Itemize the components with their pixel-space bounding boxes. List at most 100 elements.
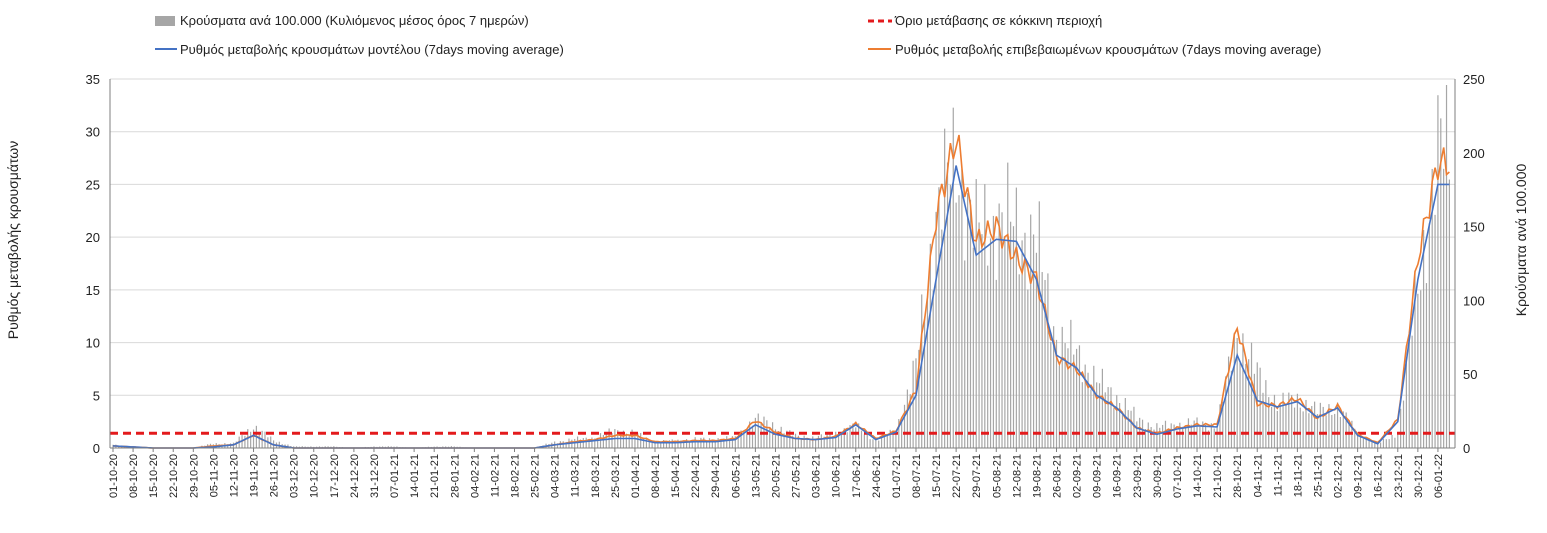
bar — [786, 430, 788, 448]
bar — [677, 439, 679, 448]
bar — [660, 442, 662, 448]
x-tick-label: 07-10-21 — [1172, 454, 1184, 498]
bar — [1110, 387, 1112, 448]
x-tick-label: 28-10-21 — [1232, 454, 1244, 498]
bar — [1227, 356, 1230, 448]
bar — [703, 437, 705, 448]
x-tick-label: 17-12-20 — [329, 454, 341, 498]
legend-confirmed-label: Ρυθμός μεταβολής επιβεβαιωμένων κρουσμάτ… — [895, 42, 1321, 57]
bar — [645, 437, 648, 448]
bar — [278, 441, 280, 448]
bar — [889, 429, 891, 448]
bar — [1388, 439, 1390, 448]
bar — [1144, 429, 1147, 448]
bar — [597, 438, 599, 448]
bar — [809, 438, 811, 448]
bar — [958, 195, 960, 448]
bar — [794, 433, 797, 448]
bar — [1127, 410, 1129, 448]
bar — [1064, 343, 1066, 448]
bar — [588, 440, 590, 448]
bar — [1167, 428, 1169, 448]
bar — [637, 433, 639, 448]
bar — [906, 389, 908, 448]
x-tick-label: 05-08-21 — [991, 454, 1003, 498]
bar — [1130, 410, 1132, 448]
bar — [835, 431, 837, 448]
x-tick-label: 23-09-21 — [1132, 454, 1144, 498]
bar — [1236, 337, 1238, 448]
bar — [605, 432, 607, 448]
x-tick-label: 13-05-21 — [750, 454, 762, 498]
bar — [829, 434, 831, 448]
bar — [1440, 118, 1442, 448]
bar — [1405, 357, 1407, 448]
bar — [1437, 95, 1439, 449]
bar — [1067, 348, 1069, 448]
x-tick-label: 11-11-21 — [1272, 454, 1284, 496]
bar — [708, 438, 711, 448]
bar — [1118, 402, 1121, 448]
x-tick-label: 29-10-20 — [188, 454, 200, 498]
bar — [929, 243, 931, 448]
bar — [880, 435, 883, 448]
bar — [1402, 400, 1405, 448]
right-y-axis-title: Κρούσματα ανά 100.000 — [1513, 164, 1529, 317]
bar — [967, 193, 969, 448]
bar — [1050, 341, 1052, 448]
bar — [1205, 424, 1207, 448]
bar — [1377, 442, 1379, 448]
x-tick-label: 18-11-21 — [1292, 454, 1304, 497]
x-tick-label: 23-12-21 — [1393, 454, 1405, 498]
bar — [1196, 417, 1198, 448]
bar — [860, 430, 863, 448]
bar — [946, 162, 949, 448]
gridlines — [110, 78, 1455, 449]
bar — [1408, 334, 1410, 448]
bar — [591, 437, 593, 448]
bar — [1328, 404, 1330, 448]
right-y-tick-label: 150 — [1463, 220, 1485, 235]
bar — [1233, 332, 1235, 448]
left-y-tick-label: 25 — [86, 177, 100, 192]
bar — [665, 441, 668, 448]
x-tick-label: 09-12-21 — [1353, 454, 1365, 498]
bar — [941, 229, 943, 448]
bar — [685, 439, 688, 448]
bar — [1245, 363, 1247, 448]
bar — [671, 439, 673, 448]
bar — [898, 419, 900, 448]
bar — [803, 435, 805, 448]
bar — [1308, 413, 1310, 448]
bar — [1213, 428, 1215, 448]
bar — [1047, 273, 1049, 448]
bar — [1279, 403, 1281, 448]
bar — [1075, 348, 1078, 448]
bar — [952, 107, 954, 448]
bar — [726, 436, 728, 448]
bar — [1021, 240, 1023, 448]
bar — [740, 430, 742, 448]
x-tick-label: 24-12-20 — [349, 454, 361, 498]
x-tick-label: 29-04-21 — [710, 454, 722, 498]
bar — [1044, 279, 1046, 448]
x-tick-label: 15-04-21 — [670, 454, 682, 498]
bar — [981, 234, 983, 448]
bar — [1434, 214, 1436, 448]
bar — [1345, 412, 1347, 448]
bar — [1291, 395, 1293, 448]
x-tick-label: 22-10-20 — [168, 454, 180, 498]
x-tick-label: 02-12-21 — [1333, 454, 1345, 498]
bar — [746, 431, 748, 448]
bar — [1073, 354, 1075, 448]
bar — [1032, 234, 1035, 448]
right-y-tick-label: 250 — [1463, 72, 1485, 87]
bar — [1038, 201, 1040, 448]
bar — [1339, 417, 1342, 448]
x-tick-label: 24-06-21 — [871, 454, 883, 498]
bar — [846, 432, 848, 448]
bar — [812, 436, 814, 448]
bar — [1055, 339, 1058, 448]
x-tick-label: 30-12-21 — [1413, 454, 1425, 498]
